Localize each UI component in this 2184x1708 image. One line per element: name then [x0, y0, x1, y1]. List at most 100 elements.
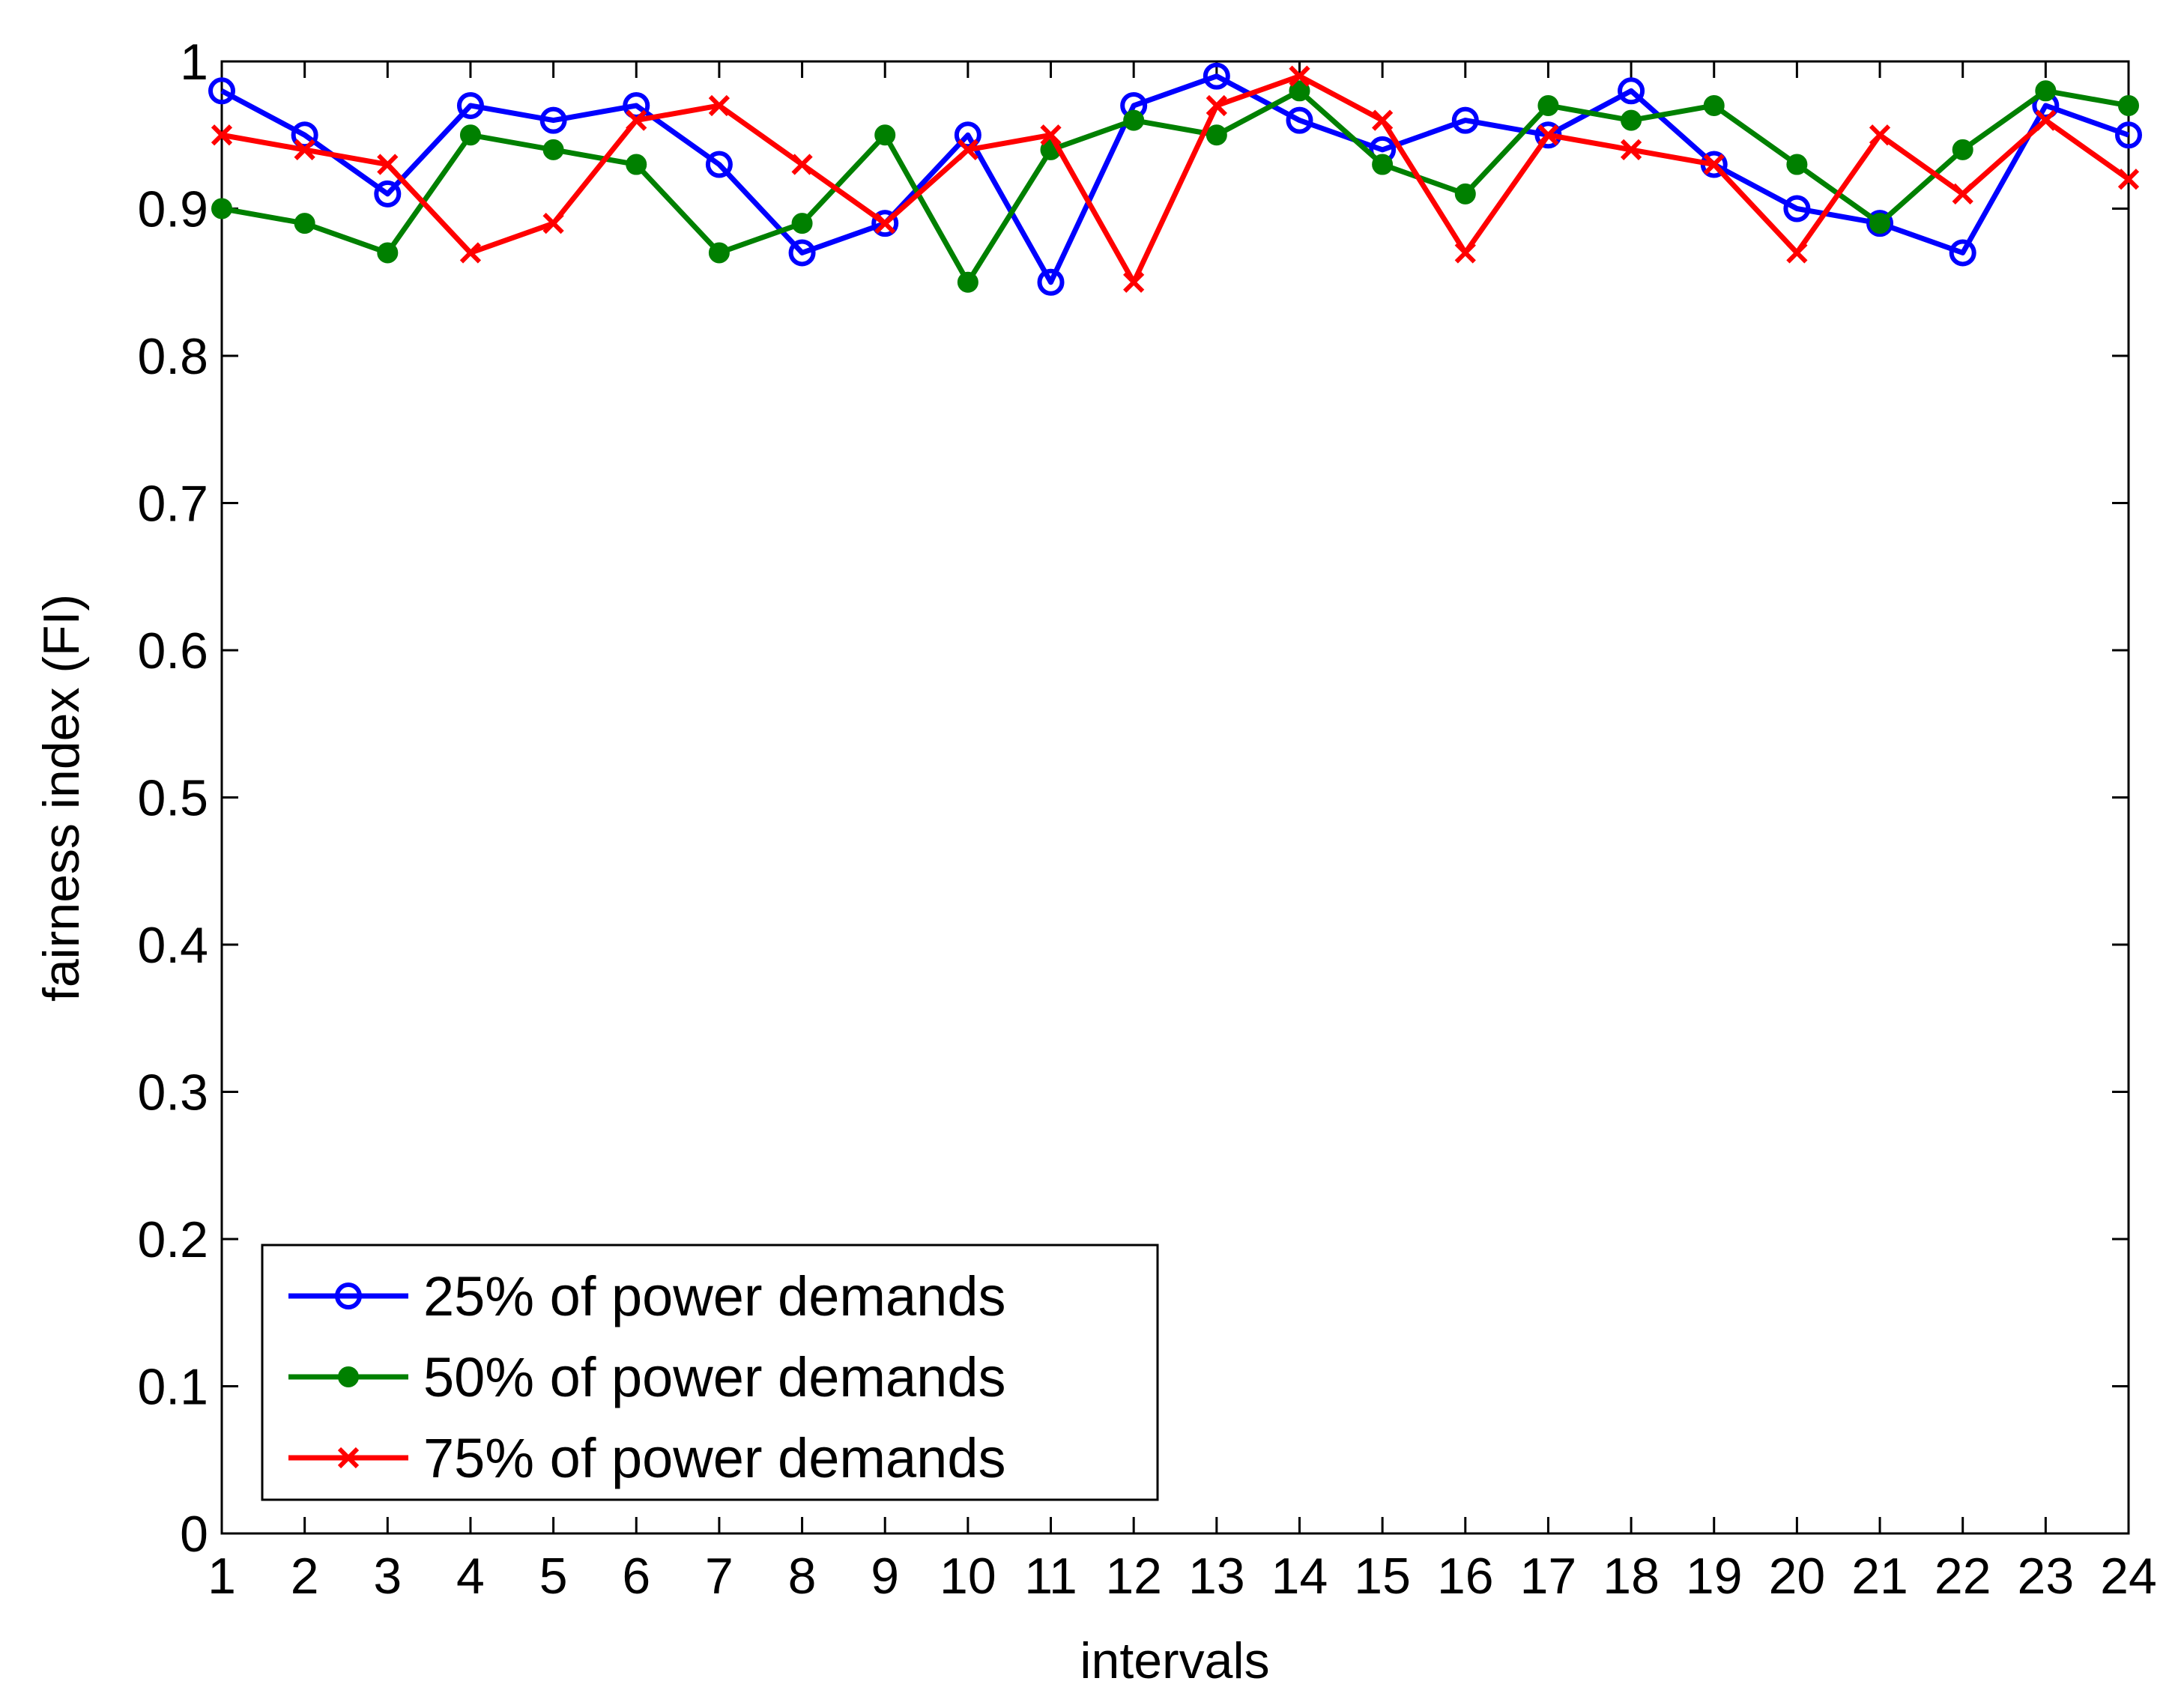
series-line	[221, 73, 2131, 285]
data-point	[1618, 77, 1645, 105]
data-point	[874, 213, 896, 234]
data-point	[1952, 183, 1973, 205]
data-point	[708, 242, 730, 264]
y-tick-label: 0.9	[137, 181, 208, 238]
y-axis-label: fairness index (FI)	[33, 594, 90, 1002]
data-point	[705, 151, 733, 178]
data-point	[456, 91, 484, 119]
x-tick-label: 7	[705, 1548, 733, 1605]
data-point	[211, 124, 233, 146]
data-point	[1037, 268, 1065, 296]
data-point	[1620, 139, 1642, 161]
data-point	[1786, 154, 1808, 175]
series-line	[221, 88, 2129, 285]
x-tick-label: 21	[1851, 1548, 1908, 1605]
y-tick-label: 0.4	[137, 917, 208, 974]
x-tick-label: 5	[539, 1548, 568, 1605]
series-line	[220, 73, 2130, 285]
legend-marker	[337, 1447, 360, 1469]
x-tick-label: 12	[1105, 1548, 1162, 1605]
series-2	[211, 80, 2139, 293]
legend-entry: 75% of power demands	[288, 1427, 1005, 1489]
legend-marker	[335, 1282, 362, 1309]
data-point	[1454, 183, 1476, 205]
data-point	[1040, 124, 1062, 146]
data-point	[377, 154, 399, 175]
data-point	[1123, 271, 1145, 293]
x-tick-label: 14	[1271, 1548, 1328, 1605]
x-tick-label: 3	[373, 1548, 402, 1605]
legend-label: 75% of power demands	[423, 1427, 1005, 1489]
y-tick-label: 0	[180, 1506, 208, 1563]
legend-box	[261, 1244, 1159, 1501]
data-point	[1949, 239, 1976, 267]
legend: 25% of power demands 50% of power demands…	[261, 1244, 1159, 1501]
legend-label: 50% of power demands	[423, 1346, 1005, 1408]
data-point	[374, 180, 402, 208]
data-point	[1206, 94, 1227, 117]
y-tick-label: 1	[180, 34, 208, 91]
data-point	[1451, 106, 1479, 134]
data-point	[459, 124, 481, 146]
x-tick-label: 15	[1354, 1548, 1411, 1605]
data-point	[208, 77, 235, 105]
data-point	[539, 106, 567, 134]
x-tick-label: 10	[940, 1548, 996, 1605]
data-point	[626, 109, 647, 131]
data-point	[1866, 210, 1894, 237]
data-point	[2117, 169, 2140, 190]
data-point	[542, 213, 564, 234]
data-point	[2035, 80, 2057, 102]
data-point	[2118, 94, 2139, 116]
y-tick-label: 0.3	[137, 1065, 208, 1121]
x-tick-label: 4	[456, 1548, 485, 1605]
x-tick-label: 19	[1686, 1548, 1743, 1605]
x-tick-label: 17	[1520, 1548, 1577, 1605]
y-tick-label: 0.6	[137, 623, 208, 679]
x-tick-label: 9	[871, 1548, 899, 1605]
data-point	[1203, 62, 1230, 90]
legend-entry: 25% of power demands	[288, 1265, 1005, 1327]
series-3	[211, 65, 2140, 293]
data-point	[294, 213, 315, 234]
x-axis-label: intervals	[1080, 1632, 1269, 1689]
data-point	[1621, 109, 1642, 131]
data-point	[791, 154, 813, 175]
legend-label: 25% of power demands	[423, 1265, 1005, 1327]
data-point	[2115, 121, 2142, 149]
x-tick-label: 20	[1769, 1548, 1826, 1605]
data-point	[294, 139, 315, 161]
data-point	[2035, 109, 2057, 131]
x-tick-label: 24	[2100, 1548, 2157, 1605]
data-point	[1454, 242, 1476, 264]
axis-tick-labels: 1 2 3 4 5 6 7 8 9 10 11 12 13 14 15 16 17 18 19 20 21 22 23 240…	[137, 34, 2156, 1605]
axis-ticks	[220, 60, 2130, 1535]
data-point	[1786, 242, 1808, 264]
x-tick-label: 2	[291, 1548, 319, 1605]
data-point	[542, 139, 564, 160]
data-point	[788, 239, 816, 267]
x-tick-label: 18	[1603, 1548, 1660, 1605]
data-point	[626, 154, 647, 175]
data-point	[377, 242, 399, 264]
data-point	[954, 121, 981, 149]
data-point	[1869, 124, 1891, 146]
legend-marker	[338, 1366, 359, 1387]
data-point	[957, 139, 978, 161]
y-tick-label: 0.2	[137, 1211, 208, 1268]
data-point	[1289, 65, 1310, 87]
data-point	[1286, 106, 1313, 134]
x-tick-label: 16	[1437, 1548, 1494, 1605]
x-tick-label: 1	[208, 1548, 236, 1605]
x-tick-label: 6	[622, 1548, 650, 1605]
data-point	[874, 124, 896, 146]
data-point	[1123, 109, 1145, 131]
series-1	[208, 62, 2142, 296]
data-point	[708, 94, 730, 117]
x-tick-label: 23	[2018, 1548, 2075, 1605]
y-tick-label: 0.1	[137, 1359, 208, 1416]
data-point	[1372, 154, 1394, 175]
data-point	[1537, 94, 1559, 116]
data-point	[623, 91, 650, 119]
